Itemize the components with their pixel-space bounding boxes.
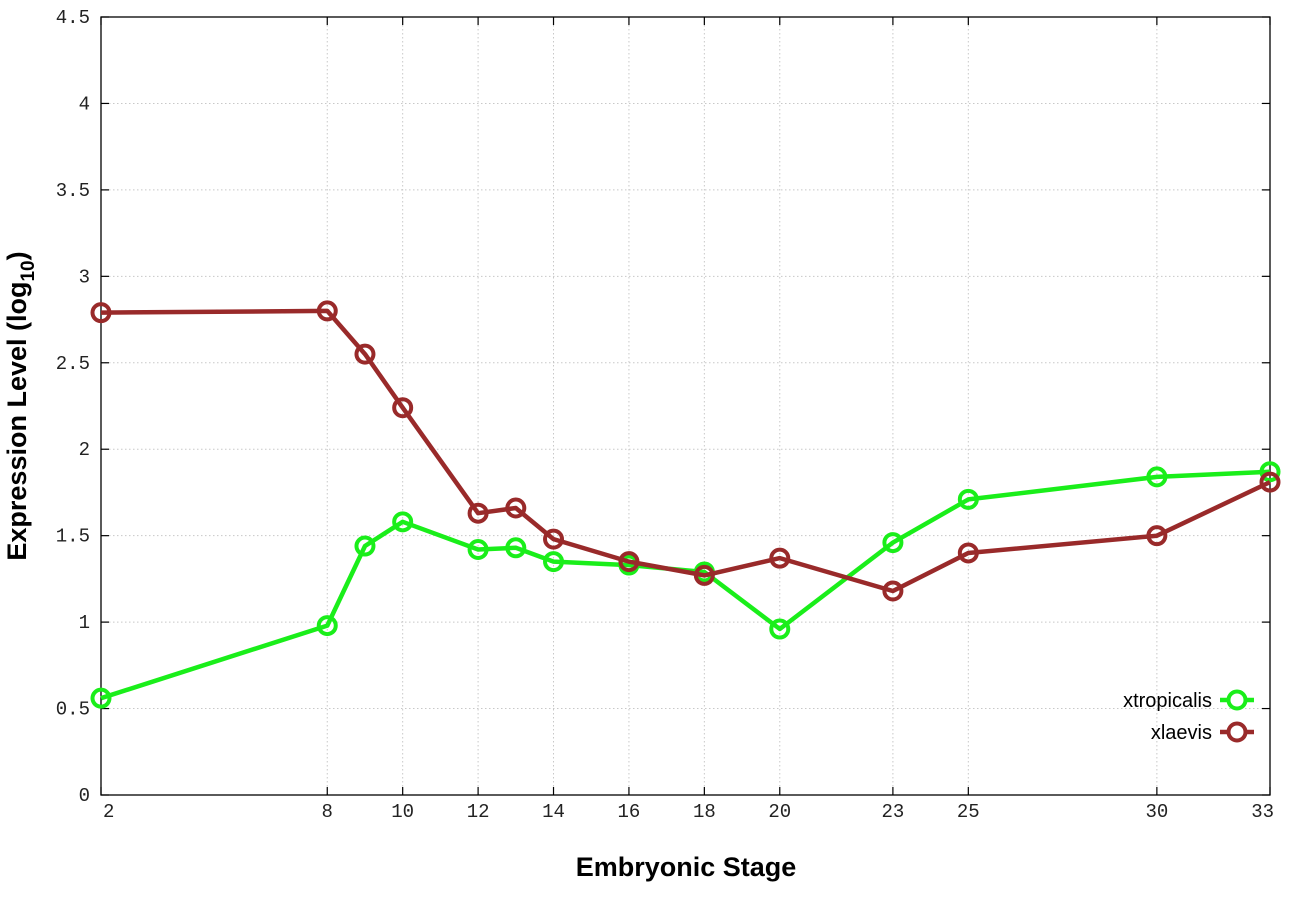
x-tick-label: 10 — [391, 801, 414, 823]
x-tick-label: 33 — [1251, 801, 1274, 823]
data-point — [316, 615, 338, 637]
data-point — [957, 542, 979, 564]
legend-label: xlaevis — [1151, 722, 1212, 744]
y-tick-label: 4.5 — [56, 7, 90, 29]
series-layer — [90, 300, 1281, 709]
data-point — [90, 302, 112, 324]
x-axis-title: Embryonic Stage — [576, 852, 797, 882]
plot-frame — [100, 16, 1271, 796]
data-point — [618, 551, 640, 573]
x-tick-label: 18 — [693, 801, 716, 823]
legend-label: xtropicalis — [1123, 690, 1212, 712]
y-axis-title-subscript: 10 — [18, 260, 39, 281]
y-axis-title-main: Expression Level (log — [2, 282, 32, 561]
data-point — [882, 580, 904, 602]
data-point — [1146, 525, 1168, 547]
x-tick-labels: 2 8 10 12 14 16 18 20 23 25 30 33 — [103, 801, 1274, 823]
y-tick-labels: 0 0.5 1 1.5 2 2.5 3 3.5 4 4.5 — [56, 7, 90, 807]
x-tick-label: 12 — [467, 801, 490, 823]
data-point — [543, 551, 565, 573]
data-point — [467, 538, 489, 560]
grid-lines — [101, 17, 1270, 795]
data-point — [392, 511, 414, 533]
x-tick-label: 2 — [103, 801, 114, 823]
x-tick-label: 30 — [1145, 801, 1168, 823]
data-point — [769, 618, 791, 640]
data-point — [505, 497, 527, 519]
legend-item-xtropicalis: xtropicalis — [1123, 689, 1254, 712]
y-tick-label: 2.5 — [56, 353, 90, 375]
legend-marker — [1226, 689, 1248, 711]
data-point — [90, 687, 112, 709]
series-xtropicalis — [90, 461, 1281, 709]
y-tick-label: 0 — [79, 785, 90, 807]
y-tick-label: 1.5 — [56, 526, 90, 548]
y-tick-label: 3.5 — [56, 180, 90, 202]
series-line — [100, 308, 1271, 594]
x-tick-label: 20 — [768, 801, 791, 823]
data-point — [354, 535, 376, 557]
legend-item-xlaevis: xlaevis — [1151, 721, 1254, 744]
y-tick-label: 2 — [79, 439, 90, 461]
x-tick-label: 25 — [957, 801, 980, 823]
x-tick-label: 8 — [322, 801, 333, 823]
series-xlaevis — [90, 300, 1281, 602]
y-axis-title-close: ) — [2, 251, 32, 260]
data-point — [354, 343, 376, 365]
data-point — [769, 547, 791, 569]
data-point — [505, 537, 527, 559]
y-axis-title: Expression Level (log10) — [2, 251, 39, 560]
data-point — [1259, 461, 1281, 483]
data-point — [1259, 471, 1281, 493]
data-point — [392, 397, 414, 419]
y-tick-label: 4 — [79, 93, 90, 115]
y-tick-label: 1 — [79, 612, 90, 634]
x-tick-label: 23 — [881, 801, 904, 823]
x-tick-label: 14 — [542, 801, 565, 823]
legend: xtropicalis xlaevis — [1123, 689, 1254, 744]
y-tick-label: 3 — [79, 266, 90, 288]
data-point — [1146, 466, 1168, 488]
legend-marker — [1226, 721, 1248, 743]
data-point — [316, 300, 338, 322]
data-point — [957, 488, 979, 510]
data-point — [693, 564, 715, 586]
y-tick-label: 0.5 — [56, 699, 90, 721]
data-point — [467, 502, 489, 524]
data-point — [543, 528, 565, 550]
data-point — [882, 532, 904, 554]
x-tick-label: 16 — [618, 801, 641, 823]
